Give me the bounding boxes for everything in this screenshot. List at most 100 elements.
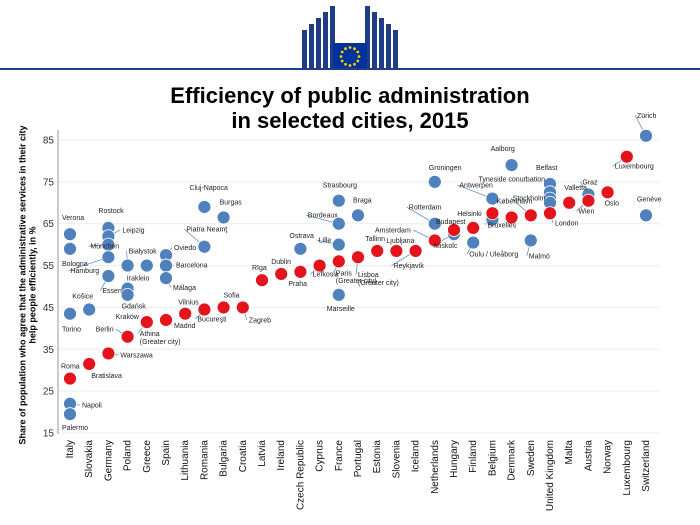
chart-title: Efficiency of public administration in s… (0, 83, 700, 133)
city-label: Zürich (637, 113, 657, 120)
capital-city-point (63, 371, 77, 386)
city-label: Piatra Neamţ (186, 227, 227, 234)
x-category-label: Bulgaria (219, 440, 230, 477)
city-point (639, 128, 653, 143)
city-label: Lisboa (Greater city) (358, 272, 399, 287)
city-label: Tallinn (365, 236, 385, 243)
city-label: Dublin (271, 259, 291, 266)
city-label: Oslo (605, 200, 620, 207)
y-tick-label: 55 (43, 261, 55, 272)
city-label: Paris (Greater city) (336, 270, 377, 285)
capital-city-point (101, 346, 116, 361)
capital-city-point (293, 264, 308, 279)
city-label: Berlin (96, 327, 114, 334)
flag-star (340, 50, 344, 54)
city-label: Praha (288, 281, 307, 288)
x-category-label: Lithuania (180, 440, 191, 481)
title-line-1: Efficiency of public administration (170, 83, 530, 108)
capital-city-point (82, 357, 97, 371)
x-category-label: Croatia (238, 440, 249, 473)
y-axis-label: Share of population who agree that the a… (17, 125, 37, 444)
capital-city-point (159, 313, 173, 327)
city-label: Napoli (82, 403, 102, 410)
city-point (139, 258, 154, 273)
capital-city-point (331, 254, 346, 269)
city-label: Burgas (220, 199, 243, 206)
city-point (293, 241, 308, 256)
capital-city-point (178, 306, 193, 321)
x-category-label: Sweden (526, 440, 537, 476)
city-label: Warszawa (120, 352, 153, 359)
city-label: Strasbourg (323, 183, 357, 190)
city-label: Oviedo (174, 245, 196, 252)
x-category-label: Luxembourg (622, 440, 633, 496)
x-category-label: Iceland (411, 440, 422, 472)
city-label: København (497, 198, 533, 205)
capital-city-point (408, 244, 423, 258)
x-category-label: Austria (583, 440, 594, 472)
city-label: Lille (319, 238, 332, 245)
x-category-label: Hungary (449, 440, 460, 478)
city-point (63, 227, 77, 242)
city-point (331, 216, 346, 231)
city-label: Luxembourg (615, 164, 654, 171)
capital-city-point (274, 267, 289, 281)
city-label: Reykjavík (394, 263, 425, 270)
x-category-label: Czech Republic (295, 440, 306, 510)
city-point (63, 407, 77, 422)
capital-city-point (139, 315, 154, 329)
x-category-label: Spain (161, 440, 172, 466)
flag-star (353, 47, 356, 51)
x-category-label: Switzerland (641, 440, 652, 492)
flag-star (356, 50, 360, 54)
x-category-label: France (334, 440, 345, 472)
city-label: Irakleio (127, 276, 150, 283)
y-tick-label: 65 (43, 219, 55, 230)
city-point (101, 269, 116, 283)
city-point (639, 208, 653, 223)
city-point (504, 158, 519, 173)
city-label: Rīga (252, 265, 267, 272)
x-category-label: Greece (142, 440, 153, 473)
capital-city-point (504, 210, 519, 225)
city-point (159, 258, 173, 273)
capital-city-point (197, 302, 212, 317)
city-label: Madrid (174, 323, 196, 330)
flag-star (344, 47, 347, 51)
city-label: Palermo (62, 425, 88, 432)
city-point (523, 233, 538, 248)
city-label: Kraków (116, 314, 140, 321)
capital-city-point (581, 193, 596, 208)
capital-city-point (447, 223, 461, 237)
capital-city-point (235, 300, 250, 315)
label-leader-line (68, 256, 109, 272)
city-label: Vilnius (178, 300, 199, 307)
city-label: Valletta (564, 185, 587, 192)
city-point (120, 258, 135, 273)
x-category-label: Denmark (507, 439, 518, 481)
city-label: Graz (582, 179, 598, 186)
x-category-label: Latvia (257, 440, 268, 467)
city-label: Essen (102, 288, 122, 295)
city-point (63, 306, 77, 321)
capital-city-point (370, 244, 385, 258)
flag-star (344, 62, 347, 66)
gridlines (58, 139, 660, 434)
x-category-label: Italy (65, 440, 76, 458)
city-label: Lefkosia (313, 272, 339, 279)
capital-city-point (543, 206, 557, 221)
x-category-label: Ireland (276, 440, 287, 471)
city-label: Gdańsk (122, 304, 147, 311)
flag-star (348, 64, 352, 67)
capital-city-point (120, 329, 135, 344)
x-category-label: Slovenia (391, 440, 402, 479)
city-point (331, 193, 346, 208)
x-category-label: Finland (468, 440, 479, 473)
city-label: Rostock (98, 208, 124, 215)
y-tick-label: 45 (43, 303, 55, 314)
city-label: Bucureşti (197, 317, 227, 324)
city-point (197, 239, 212, 254)
city-point (63, 241, 77, 256)
city-point (331, 287, 346, 302)
